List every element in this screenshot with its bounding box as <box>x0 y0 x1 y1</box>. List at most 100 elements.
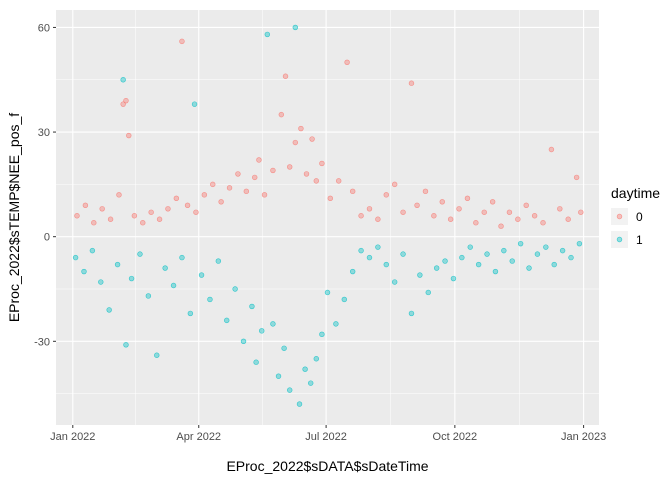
data-point-series-1 <box>154 352 160 358</box>
data-point-series-0 <box>489 199 496 205</box>
data-point-series-1 <box>551 261 557 268</box>
legend-label-0: 0 <box>636 210 643 224</box>
data-point-series-1 <box>442 258 448 264</box>
data-point-series-0 <box>366 206 373 212</box>
data-point-series-0 <box>165 206 171 212</box>
data-point-series-0 <box>431 213 437 219</box>
data-point-series-0 <box>91 220 97 226</box>
data-point-series-1 <box>114 261 121 268</box>
data-point-series-0 <box>456 206 462 212</box>
x-tick-label: Jan 2022 <box>50 431 95 443</box>
data-point-series-0 <box>226 185 233 191</box>
data-point-series-0 <box>400 209 406 215</box>
data-point-series-0 <box>256 157 262 163</box>
data-point-series-0 <box>303 171 310 177</box>
data-point-series-1 <box>287 387 293 393</box>
data-point-series-1 <box>526 265 532 271</box>
data-point-series-1 <box>475 261 482 268</box>
data-point-series-0 <box>148 209 154 215</box>
data-point-series-0 <box>270 167 276 174</box>
data-point-series-1 <box>145 293 152 299</box>
data-point-series-1 <box>187 310 194 317</box>
legend-label-1: 1 <box>636 233 643 247</box>
data-point-series-1 <box>324 289 331 296</box>
data-point-series-1 <box>106 307 112 313</box>
data-point-series-1 <box>264 31 271 38</box>
data-point-series-1 <box>313 356 320 362</box>
x-tick-label: Oct 2022 <box>433 431 478 443</box>
legend: daytime 01 <box>611 185 660 248</box>
x-tick-label: Apr 2022 <box>176 431 221 443</box>
data-point-series-1 <box>383 261 389 268</box>
data-point-series-0 <box>408 80 415 86</box>
data-point-series-0 <box>531 213 538 219</box>
data-point-series-1 <box>128 275 135 282</box>
x-axis-title: EProc_2022$sDATA$sDateTime <box>226 458 428 474</box>
data-point-series-0 <box>235 171 241 177</box>
data-point-series-0 <box>184 202 191 208</box>
data-point-series-0 <box>578 209 584 215</box>
data-point-series-0 <box>140 220 146 226</box>
data-point-series-1 <box>319 331 325 338</box>
data-point-series-1 <box>215 258 222 264</box>
data-point-series-0 <box>540 220 546 226</box>
x-tick-label: Jul 2022 <box>305 431 347 443</box>
data-point-series-1 <box>450 275 457 282</box>
data-point-series-0 <box>210 181 216 188</box>
data-point-series-0 <box>439 199 445 205</box>
data-point-series-0 <box>261 192 268 198</box>
y-tick-label: 30 <box>38 127 50 139</box>
data-point-series-0 <box>99 206 105 212</box>
data-point-series-1 <box>170 282 177 289</box>
x-axis: Jan 2022 Apr 2022 Jul 2022 Oct 2022 Jan 2023 <box>50 425 606 443</box>
data-point-series-0 <box>523 202 529 208</box>
data-point-series-0 <box>120 101 126 107</box>
data-point-series-1 <box>292 24 299 31</box>
y-axis: -30 0 30 60 <box>34 22 56 348</box>
data-point-series-1 <box>281 345 287 351</box>
data-point-series-0 <box>383 192 389 198</box>
data-point-series-1 <box>302 366 308 372</box>
data-point-series-0 <box>391 181 398 188</box>
data-point-series-0 <box>573 174 580 181</box>
data-point-series-1 <box>391 279 398 285</box>
data-point-series-0 <box>414 202 420 208</box>
y-tick-label: 60 <box>38 22 50 34</box>
data-point-series-0 <box>498 223 504 229</box>
data-point-series-1 <box>98 279 104 285</box>
data-point-series-0 <box>375 216 381 222</box>
data-point-series-0 <box>358 213 364 219</box>
data-point-series-1 <box>375 244 381 250</box>
data-point-series-1 <box>509 258 515 264</box>
data-point-series-1 <box>459 254 465 261</box>
data-point-series-0 <box>309 136 315 142</box>
data-point-series-0 <box>243 188 250 195</box>
data-point-series-0 <box>193 209 199 215</box>
data-point-series-1 <box>259 328 265 334</box>
data-point-series-0 <box>282 73 289 79</box>
data-point-series-0 <box>481 209 487 215</box>
y-axis-title: EProc_2022$sTEMP$NEE_pos_f <box>6 113 22 322</box>
data-point-series-0 <box>116 192 122 198</box>
data-point-series-0 <box>201 192 208 198</box>
legend-key-bg <box>611 208 628 225</box>
data-point-series-1 <box>417 272 423 278</box>
data-point-series-1 <box>517 240 524 247</box>
data-point-series-1 <box>81 268 87 275</box>
data-point-series-1 <box>576 240 583 247</box>
data-point-series-0 <box>319 160 325 167</box>
data-point-series-1 <box>341 296 347 303</box>
data-point-series-0 <box>74 213 80 219</box>
major-gridlines <box>56 10 599 425</box>
data-point-series-1 <box>366 254 373 261</box>
legend-key-0 <box>616 213 623 220</box>
data-point-series-1 <box>253 359 259 365</box>
data-point-series-1 <box>408 310 415 317</box>
data-point-series-1 <box>308 380 314 386</box>
legend-key-bg <box>611 231 628 248</box>
data-point-series-0 <box>422 188 429 195</box>
data-point-series-1 <box>568 254 574 261</box>
data-point-series-1 <box>349 268 356 275</box>
data-point-series-0 <box>327 195 333 202</box>
